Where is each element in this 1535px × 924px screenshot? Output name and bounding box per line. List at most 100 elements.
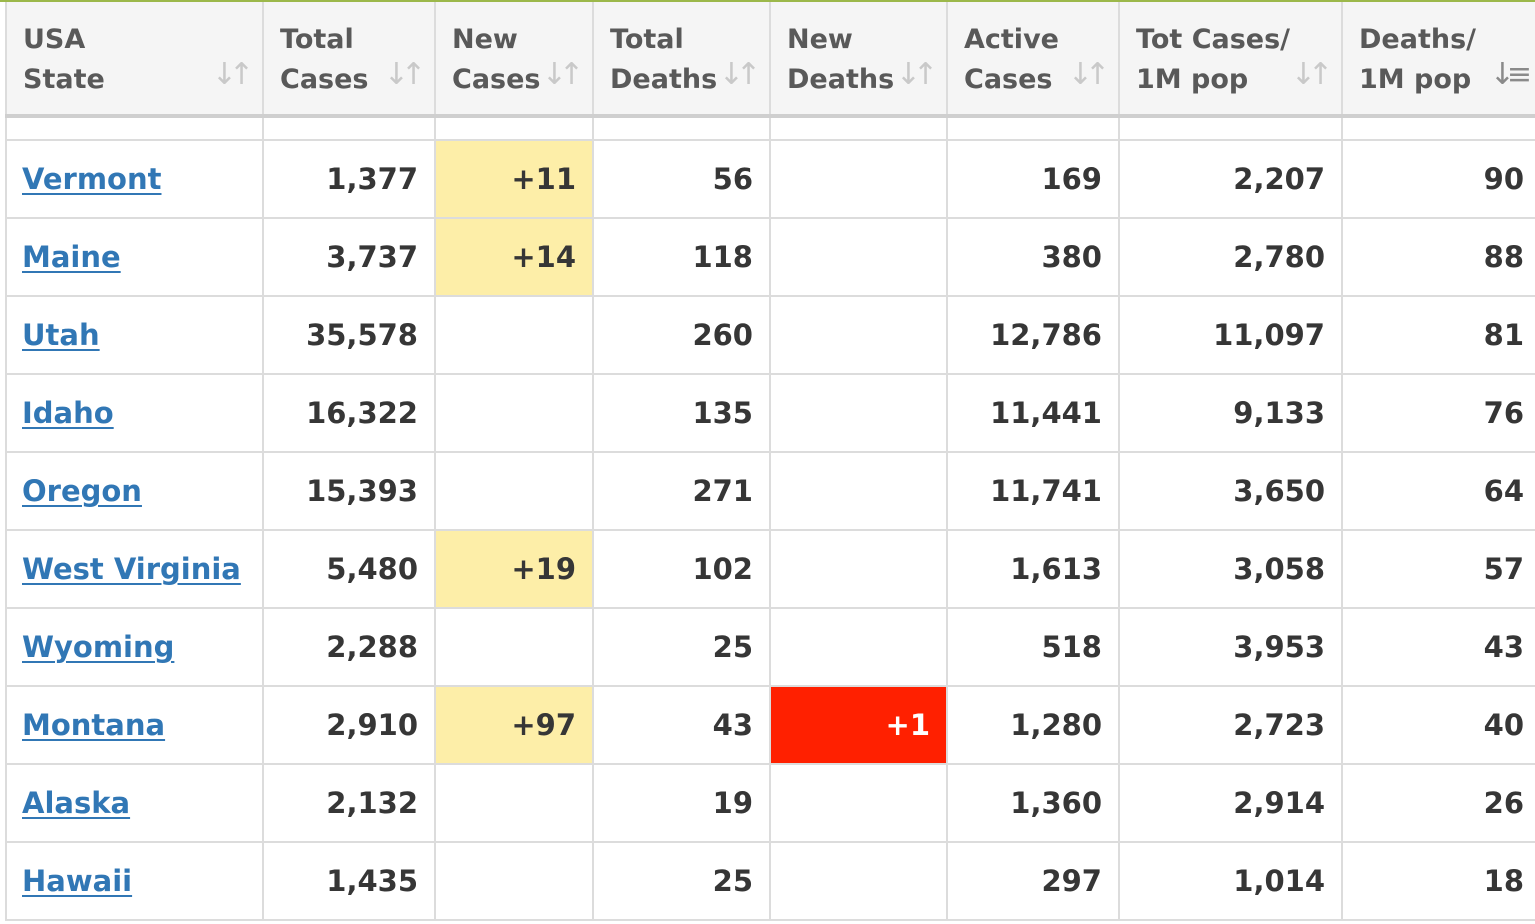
deaths-per-1m-cell: 57 (1341, 529, 1535, 609)
total-cases-cell: 2,910 (262, 685, 436, 765)
table-row: Montana 2,910 +97 43 +1 1,280 2,723 40 (5, 685, 1535, 765)
total-deaths-value: 43 (712, 708, 753, 742)
new-cases-cell: +11 (434, 139, 594, 219)
cases-per-1m-value: 3,058 (1233, 552, 1325, 586)
header-new-deaths[interactable]: New Deaths ↓↑ (769, 2, 948, 118)
header-label: Total Deaths (610, 24, 718, 95)
header-total-deaths[interactable]: Total Deaths ↓↑ (592, 2, 771, 118)
state-cell: Oregon (5, 451, 264, 531)
sort-both-icon[interactable]: ↓↑ (718, 57, 761, 92)
deaths-per-1m-cell: 40 (1341, 685, 1535, 765)
state-cell: Maine (5, 217, 264, 297)
cases-per-1m-value: 2,914 (1233, 786, 1325, 820)
deaths-per-1m-value: 88 (1483, 240, 1524, 274)
deaths-per-1m-cell: 43 (1341, 607, 1535, 687)
total-cases-cell: 2,132 (262, 763, 436, 843)
header-active-cases[interactable]: Active Cases ↓↑ (946, 2, 1120, 118)
cases-per-1m-cell: 9,133 (1118, 373, 1343, 453)
state-link[interactable]: Wyoming (22, 630, 175, 664)
state-link[interactable]: Montana (22, 708, 166, 742)
total-deaths-value: 19 (712, 786, 753, 820)
sort-both-icon[interactable]: ↓↑ (1290, 57, 1333, 92)
sort-both-icon[interactable]: ↓↑ (211, 57, 254, 92)
header-label: Active Cases (964, 24, 1059, 95)
deaths-per-1m-cell: 18 (1341, 841, 1535, 921)
state-link[interactable]: West Virginia (22, 552, 241, 586)
new-cases-value: +19 (511, 552, 576, 586)
sort-both-icon[interactable]: ↓↑ (1067, 57, 1110, 92)
cases-per-1m-cell: 2,780 (1118, 217, 1343, 297)
cases-per-1m-value: 2,780 (1233, 240, 1325, 274)
active-cases-cell: 297 (946, 841, 1120, 921)
state-link[interactable]: Vermont (22, 162, 162, 196)
deaths-per-1m-cell: 90 (1341, 139, 1535, 219)
deaths-per-1m-value: 43 (1483, 630, 1524, 664)
cases-per-1m-value: 11,097 (1213, 318, 1325, 352)
header-label: Total Cases (280, 24, 369, 95)
cases-per-1m-cell: 2,723 (1118, 685, 1343, 765)
state-link[interactable]: Maine (22, 240, 121, 274)
table-row: Idaho 16,322 135 11,441 9,133 76 (5, 373, 1535, 453)
header-total-cases[interactable]: Total Cases ↓↑ (262, 2, 436, 118)
state-cell: Alaska (5, 763, 264, 843)
header-new-cases[interactable]: New Cases ↓↑ (434, 2, 594, 118)
sort-descending-icon[interactable]: ↓≡ (1489, 57, 1532, 92)
deaths-per-1m-cell: 26 (1341, 763, 1535, 843)
table-row: Utah 35,578 260 12,786 11,097 81 (5, 295, 1535, 375)
cases-per-1m-value: 3,650 (1233, 474, 1325, 508)
deaths-per-1m-value: 26 (1483, 786, 1524, 820)
sort-both-icon[interactable]: ↓↑ (383, 57, 426, 92)
total-cases-cell: 5,480 (262, 529, 436, 609)
header-tot-cases-per-1m[interactable]: Tot Cases/ 1M pop ↓↑ (1118, 2, 1343, 118)
deaths-per-1m-value: 90 (1483, 162, 1524, 196)
new-cases-cell (434, 295, 594, 375)
sort-both-icon[interactable]: ↓↑ (541, 57, 584, 92)
total-deaths-cell: 19 (592, 763, 771, 843)
new-cases-cell: +19 (434, 529, 594, 609)
total-deaths-value: 271 (692, 474, 753, 508)
cases-per-1m-cell: 1,014 (1118, 841, 1343, 921)
deaths-per-1m-value: 64 (1483, 474, 1524, 508)
new-cases-cell: +97 (434, 685, 594, 765)
cases-per-1m-value: 3,953 (1233, 630, 1325, 664)
header-deaths-per-1m[interactable]: Deaths/ 1M pop ↓≡ (1341, 2, 1535, 118)
header-usa-state[interactable]: USA State ↓↑ (5, 2, 264, 118)
cases-per-1m-value: 1,014 (1233, 864, 1325, 898)
cases-per-1m-cell: 2,207 (1118, 139, 1343, 219)
state-cell: Wyoming (5, 607, 264, 687)
new-deaths-cell (769, 841, 948, 921)
deaths-per-1m-value: 18 (1483, 864, 1524, 898)
active-cases-value: 1,280 (1010, 708, 1102, 742)
active-cases-value: 380 (1041, 240, 1102, 274)
active-cases-value: 12,786 (990, 318, 1102, 352)
active-cases-value: 518 (1041, 630, 1102, 664)
new-cases-value: +14 (511, 240, 576, 274)
new-deaths-cell (769, 139, 948, 219)
state-cell: Utah (5, 295, 264, 375)
state-link[interactable]: Utah (22, 318, 100, 352)
state-cell: Idaho (5, 373, 264, 453)
total-cases-value: 1,377 (326, 162, 418, 196)
deaths-per-1m-cell: 81 (1341, 295, 1535, 375)
sort-both-icon[interactable]: ↓↑ (895, 57, 938, 92)
total-cases-value: 16,322 (306, 396, 418, 430)
total-cases-value: 15,393 (306, 474, 418, 508)
total-cases-value: 2,132 (326, 786, 418, 820)
new-deaths-cell (769, 217, 948, 297)
total-deaths-value: 135 (692, 396, 753, 430)
active-cases-cell: 169 (946, 139, 1120, 219)
active-cases-value: 1,360 (1010, 786, 1102, 820)
cases-per-1m-cell: 3,650 (1118, 451, 1343, 531)
state-link[interactable]: Idaho (22, 396, 114, 430)
cases-per-1m-cell: 3,953 (1118, 607, 1343, 687)
state-link[interactable]: Oregon (22, 474, 142, 508)
state-cell: West Virginia (5, 529, 264, 609)
new-cases-cell: +14 (434, 217, 594, 297)
new-deaths-cell: +1 (769, 685, 948, 765)
total-deaths-value: 25 (712, 630, 753, 664)
deaths-per-1m-value: 57 (1483, 552, 1524, 586)
state-link[interactable]: Alaska (22, 786, 131, 820)
total-deaths-cell: 56 (592, 139, 771, 219)
table-row: Wyoming 2,288 25 518 3,953 43 (5, 607, 1535, 687)
state-link[interactable]: Hawaii (22, 864, 133, 898)
